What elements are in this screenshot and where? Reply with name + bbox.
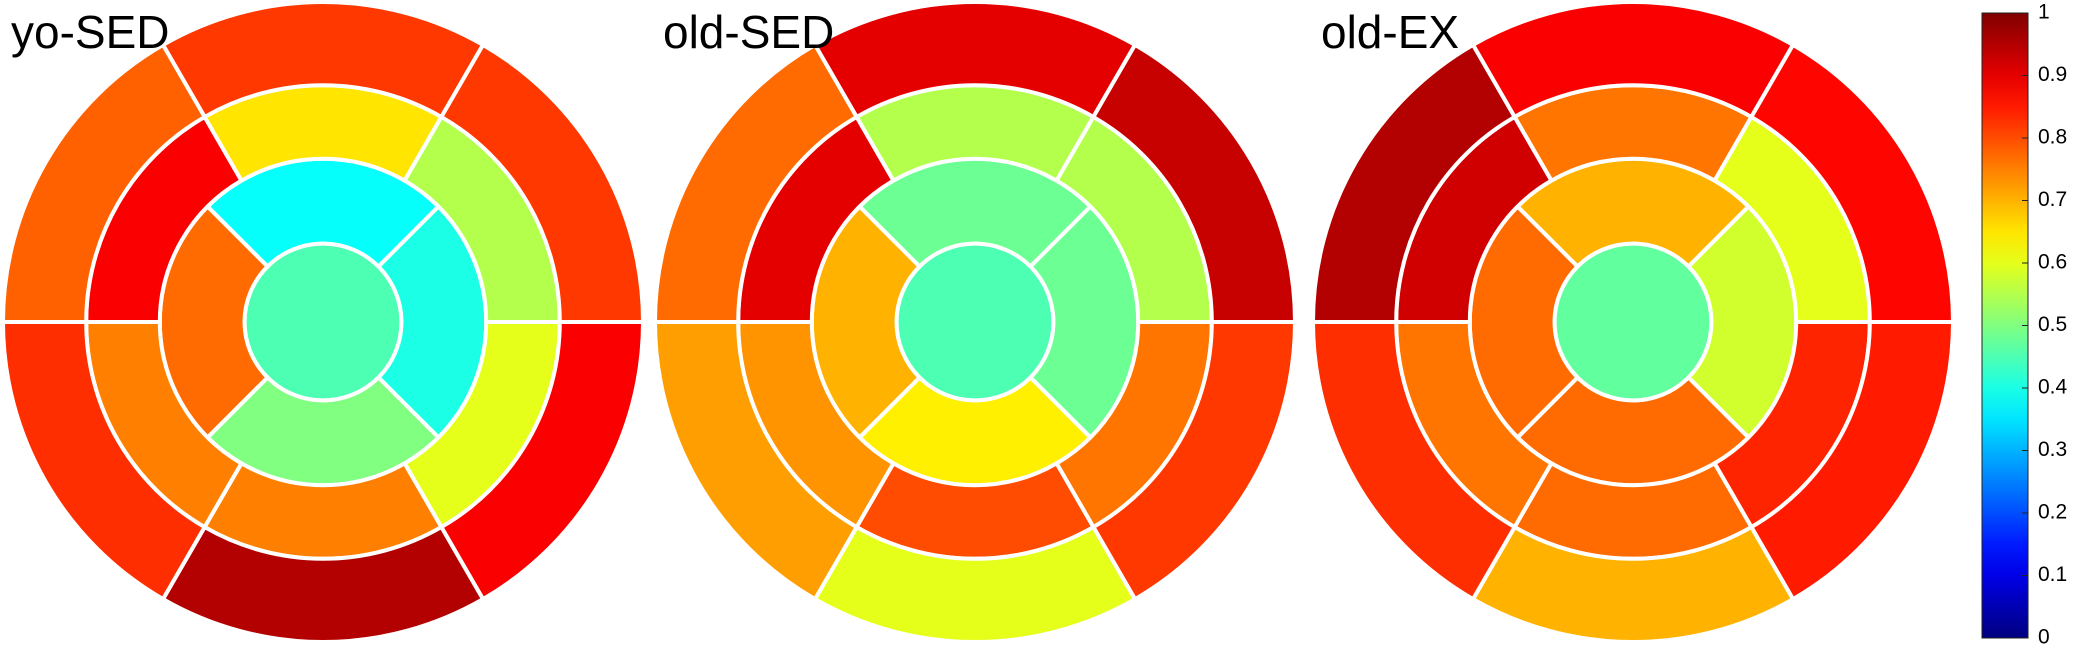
colorbar-tick-label: 0.9 (2038, 63, 2067, 86)
colorbar-tick-label: 0 (2038, 626, 2050, 649)
colorbar-tick-label: 0.4 (2038, 376, 2068, 399)
center-segment (242, 241, 404, 403)
center-segment (894, 241, 1056, 403)
segment (1, 42, 207, 324)
colorbar-tick-label: 0.5 (2038, 313, 2067, 336)
colorbar-tick-label: 0.7 (2038, 188, 2067, 211)
colorbar-tick-label: 0.6 (2038, 251, 2067, 274)
colorbar-tick-label: 0.2 (2038, 501, 2067, 524)
colorbar-tick-label: 0.8 (2038, 126, 2067, 149)
colorbar-tick-label: 0.1 (2038, 563, 2067, 586)
center-segment (1552, 241, 1714, 403)
chart-title: old-SED (663, 6, 834, 58)
chart-title: yo-SED (11, 6, 169, 58)
colorbar-tick-label: 1 (2038, 1, 2050, 24)
colorbar-tick-label: 0.3 (2038, 438, 2067, 461)
chart-title: old-EX (1321, 6, 1459, 58)
colorbar (1981, 12, 2029, 639)
segment (653, 42, 859, 324)
segment (1311, 42, 1517, 324)
